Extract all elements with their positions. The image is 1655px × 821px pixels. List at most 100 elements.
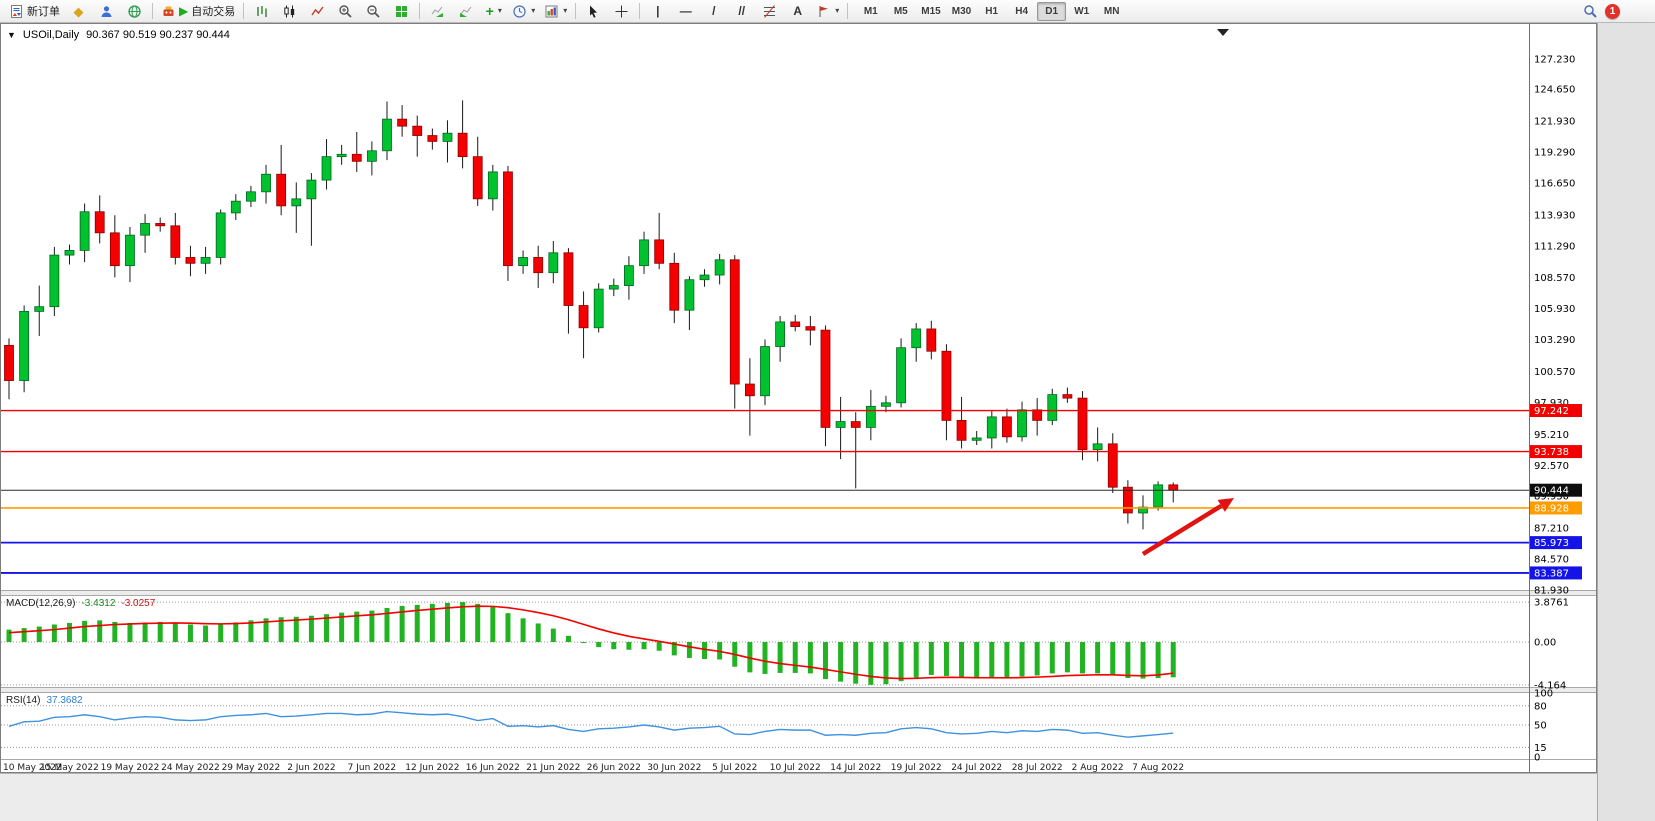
crosshair-button[interactable] xyxy=(608,1,635,22)
main-toolbar: 新订单 ◆ ▶ 自动交易 xyxy=(0,0,1655,23)
svg-text:28 Jul 2022: 28 Jul 2022 xyxy=(1012,763,1063,772)
robot-icon xyxy=(163,6,174,16)
notification-badge[interactable]: 1 xyxy=(1605,3,1620,19)
svg-text:121.930: 121.930 xyxy=(1534,117,1575,128)
new-order-icon xyxy=(11,4,22,18)
timeframe-toolbar: M1 M5 M15 M30 H1 H4 D1 W1 MN xyxy=(856,1,1126,21)
svg-text:105.930: 105.930 xyxy=(1534,304,1575,315)
svg-text:93.738: 93.738 xyxy=(1534,447,1569,458)
community-button[interactable] xyxy=(93,1,120,22)
new-order-label: 新订单 xyxy=(27,6,60,18)
svg-text:100: 100 xyxy=(1534,689,1553,700)
search-icon xyxy=(1584,4,1597,18)
svg-text:29 May 2022: 29 May 2022 xyxy=(222,763,281,772)
right-panel xyxy=(1597,23,1655,821)
fibonacci-tool-button[interactable] xyxy=(756,1,783,22)
candlestick-mode-button[interactable] xyxy=(276,1,303,22)
svg-text:100.570: 100.570 xyxy=(1534,367,1575,378)
search-button[interactable] xyxy=(1577,1,1604,22)
svg-text:116.650: 116.650 xyxy=(1534,179,1575,190)
line-chart-mode-button[interactable] xyxy=(304,1,331,22)
cursor-icon xyxy=(590,5,598,18)
svg-text:10 Jul 2022: 10 Jul 2022 xyxy=(770,763,821,772)
zoom-in-button[interactable] xyxy=(332,1,359,22)
text-tool-icon: A xyxy=(793,4,803,18)
chart-shift-icon xyxy=(460,6,472,17)
templates-button[interactable]: ▾ xyxy=(540,1,571,22)
auto-scroll-button[interactable] xyxy=(424,1,451,22)
chart-ohlc-values: 90.367 90.519 90.237 90.444 xyxy=(86,29,230,41)
tile-windows-icon xyxy=(396,5,408,17)
svg-text:127.230: 127.230 xyxy=(1534,55,1575,66)
svg-text:113.930: 113.930 xyxy=(1534,210,1575,221)
trendline-icon: / xyxy=(712,4,716,18)
svg-text:7 Jun 2022: 7 Jun 2022 xyxy=(348,763,396,772)
metaeditor-button[interactable]: ◆ xyxy=(65,1,92,22)
timeframe-button-m15[interactable]: M15 xyxy=(921,5,941,17)
toolbar-separator xyxy=(419,3,421,19)
trendline-tool-button[interactable]: / xyxy=(700,1,727,22)
toolbar-separator xyxy=(847,3,849,19)
bar-chart-mode-button[interactable] xyxy=(248,1,275,22)
tile-windows-button[interactable] xyxy=(388,1,415,22)
flag-icon xyxy=(819,5,829,17)
periods-button[interactable]: ▾ xyxy=(508,1,539,22)
template-icon xyxy=(545,5,558,17)
timeframe-button-h4[interactable]: H4 xyxy=(1015,5,1029,17)
auto-trading-button[interactable]: ▶ 自动交易 xyxy=(157,1,239,22)
svg-text:124.650: 124.650 xyxy=(1534,85,1575,96)
chart-ohlc-line: ▼ USOil,Daily 90.367 90.519 90.237 90.44… xyxy=(7,29,230,41)
chevron-down-icon: ▾ xyxy=(563,6,568,15)
timeframe-button-m30[interactable]: M30 xyxy=(951,5,972,17)
svg-text:87.210: 87.210 xyxy=(1534,524,1569,535)
svg-text:19 Jul 2022: 19 Jul 2022 xyxy=(891,763,942,772)
toolbar-separator xyxy=(152,3,153,19)
text-tool-button[interactable]: A xyxy=(784,1,811,22)
svg-text:15 May 2022: 15 May 2022 xyxy=(40,763,99,772)
svg-text:97.242: 97.242 xyxy=(1534,406,1569,417)
macd-name: MACD(12,26,9) xyxy=(6,598,76,609)
svg-text:80: 80 xyxy=(1534,701,1547,712)
svg-text:16 Jun 2022: 16 Jun 2022 xyxy=(466,763,520,772)
new-order-button[interactable]: 新订单 xyxy=(5,1,64,22)
svg-text:84.570: 84.570 xyxy=(1534,555,1569,566)
chart-window: 127.230 124.650 121.930 119.290 116.650 113.9… xyxy=(0,23,1597,773)
vertical-line-tool-button[interactable]: | xyxy=(644,1,671,22)
toolbar-separator xyxy=(575,3,577,19)
svg-text:85.973: 85.973 xyxy=(1534,538,1569,549)
macd-label: MACD(12,26,9) -3.4312 -3.0257 xyxy=(6,598,155,609)
svg-text:83.387: 83.387 xyxy=(1534,568,1569,579)
metaeditor-icon: ◆ xyxy=(73,3,84,19)
timeframe-button-m1[interactable]: M1 xyxy=(863,5,878,17)
equidistant-channel-icon: // xyxy=(738,4,746,18)
timeframe-button-h1[interactable]: H1 xyxy=(985,5,999,17)
horizontal-line-tool-button[interactable]: — xyxy=(672,1,699,22)
chart-shift-button[interactable] xyxy=(452,1,479,22)
svg-text:50: 50 xyxy=(1534,721,1547,732)
horizontal-line-icon: — xyxy=(679,4,692,18)
signals-button[interactable] xyxy=(121,1,148,22)
svg-text:7 Aug 2022: 7 Aug 2022 xyxy=(1132,763,1184,772)
indicators-button[interactable]: + ▾ xyxy=(480,1,507,22)
candlestick-icon xyxy=(284,5,295,17)
zoom-in-icon xyxy=(339,4,352,18)
timeframe-button-mn[interactable]: MN xyxy=(1103,5,1120,17)
arrows-tool-button[interactable]: ▾ xyxy=(812,1,843,22)
collapse-chart-icon[interactable]: ▼ xyxy=(7,30,16,40)
svg-text:88.928: 88.928 xyxy=(1534,503,1569,514)
cursor-button[interactable] xyxy=(580,1,607,22)
zoom-out-button[interactable] xyxy=(360,1,387,22)
fibonacci-icon xyxy=(764,4,776,18)
timeframe-button-w1[interactable]: W1 xyxy=(1074,5,1090,17)
svg-text:5 Jul 2022: 5 Jul 2022 xyxy=(712,763,757,772)
timeframe-button-d1[interactable]: D1 xyxy=(1037,1,1067,21)
clock-icon xyxy=(513,4,526,18)
chevron-down-icon: ▾ xyxy=(531,6,536,15)
ohlc-bars-icon xyxy=(257,5,267,17)
price-chart[interactable]: 127.230 124.650 121.930 119.290 116.650 113.9… xyxy=(1,24,1596,772)
svg-text:14 Jul 2022: 14 Jul 2022 xyxy=(830,763,881,772)
svg-text:89.930: 89.930 xyxy=(1534,492,1569,503)
zoom-out-icon xyxy=(367,4,380,18)
channel-tool-button[interactable]: // xyxy=(728,1,755,22)
timeframe-button-m5[interactable]: M5 xyxy=(893,5,908,17)
